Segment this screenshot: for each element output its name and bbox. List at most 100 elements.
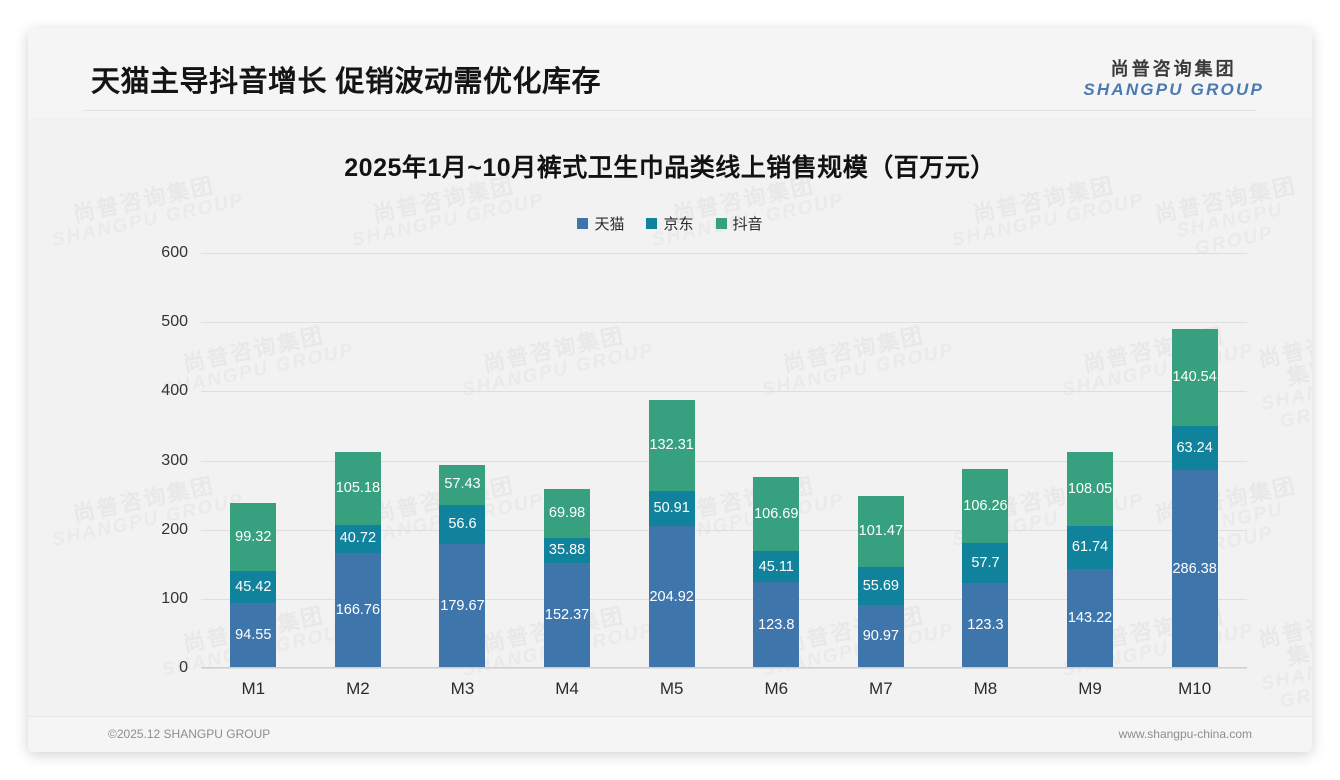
bar-group: 94.55 45.42 99.32 M1 166.76 40.72 105.18 M2 179.… bbox=[201, 253, 1247, 698]
footer-divider bbox=[28, 716, 1312, 717]
bar-column[interactable]: 286.38 63.24 140.54 M10 bbox=[1142, 253, 1247, 698]
bar-value-label: 35.88 bbox=[548, 541, 586, 558]
bar-stack: 204.92 50.91 132.31 bbox=[648, 399, 695, 668]
bar-segment-京东[interactable]: 57.7 bbox=[962, 542, 1009, 583]
bar-value-label: 69.98 bbox=[548, 505, 586, 522]
y-axis-tick-label: 600 bbox=[161, 244, 188, 261]
bar-column[interactable]: 204.92 50.91 132.31 M5 bbox=[619, 253, 724, 698]
bar-value-label: 204.92 bbox=[649, 588, 694, 605]
bar-segment-京东[interactable]: 45.42 bbox=[230, 571, 277, 603]
bar-segment-京东[interactable]: 56.6 bbox=[439, 504, 486, 544]
bar-segment-抖音[interactable]: 69.98 bbox=[544, 489, 591, 538]
bar-value-label: 50.91 bbox=[653, 500, 690, 517]
bar-value-label: 61.74 bbox=[1071, 539, 1109, 556]
legend-label: 抖音 bbox=[732, 216, 763, 233]
bar-stack: 179.67 56.6 57.43 bbox=[439, 464, 486, 668]
bar-value-label: 94.55 bbox=[235, 627, 272, 644]
bar-segment-京东[interactable]: 35.88 bbox=[544, 537, 591, 563]
gridline: 100 bbox=[161, 590, 1247, 607]
bar-segment-京东[interactable]: 61.74 bbox=[1067, 526, 1114, 569]
bar-stack: 94.55 45.42 99.32 bbox=[230, 502, 277, 668]
copyright-text: ©2025.12 SHANGPU GROUP bbox=[108, 727, 271, 741]
slide-canvas: 天猫主导抖音增长 促销波动需优化库存 尚普咨询集团 SHANGPU GROUP … bbox=[28, 28, 1312, 752]
watermark-chinese-text: 尚普咨询集团 bbox=[1256, 328, 1312, 391]
bar-segment-天猫[interactable]: 152.37 bbox=[544, 562, 591, 668]
bar-segment-京东[interactable]: 55.69 bbox=[857, 566, 904, 606]
bar-value-label: 132.31 bbox=[649, 437, 694, 454]
bar-segment-天猫[interactable]: 286.38 bbox=[1171, 469, 1218, 668]
bar-value-label: 57.43 bbox=[444, 476, 481, 493]
bar-value-label: 45.42 bbox=[235, 578, 272, 595]
x-axis-tick-label: M8 bbox=[973, 679, 998, 698]
bar-segment-天猫[interactable]: 90.97 bbox=[857, 605, 904, 668]
bar-segment-天猫[interactable]: 123.3 bbox=[962, 582, 1009, 668]
bar-segment-天猫[interactable]: 94.55 bbox=[230, 602, 277, 668]
bar-segment-抖音[interactable]: 99.32 bbox=[230, 502, 277, 572]
bar-segment-抖音[interactable]: 105.18 bbox=[334, 451, 381, 525]
bar-column[interactable]: 143.22 61.74 108.05 M9 bbox=[1038, 253, 1143, 698]
y-axis-tick-label: 200 bbox=[161, 520, 188, 538]
x-axis-tick-label: M2 bbox=[346, 679, 370, 698]
bar-segment-京东[interactable]: 63.24 bbox=[1171, 426, 1218, 470]
gridline: 0 bbox=[179, 659, 1247, 676]
bar-value-label: 57.7 bbox=[971, 554, 1000, 571]
bar-value-label: 123.3 bbox=[967, 617, 1004, 634]
bar-segment-抖音[interactable]: 57.43 bbox=[439, 464, 486, 505]
legend-swatch-icon bbox=[646, 218, 658, 229]
gridline: 200 bbox=[161, 521, 1247, 538]
bar-segment-抖音[interactable]: 106.69 bbox=[753, 477, 800, 552]
bar-stack: 143.22 61.74 108.05 bbox=[1067, 451, 1114, 668]
bar-column[interactable]: 152.37 35.88 69.98 M4 bbox=[515, 253, 620, 698]
bar-value-label: 152.37 bbox=[544, 607, 590, 624]
bar-segment-天猫[interactable]: 166.76 bbox=[334, 552, 381, 668]
y-axis-tick-label: 300 bbox=[161, 451, 188, 469]
gridline: 300 bbox=[161, 452, 1247, 469]
bar-segment-天猫[interactable]: 204.92 bbox=[648, 526, 695, 668]
bar-value-label: 63.24 bbox=[1176, 439, 1213, 456]
bar-segment-京东[interactable]: 45.11 bbox=[753, 551, 800, 583]
bar-value-label: 123.8 bbox=[758, 616, 795, 633]
legend-item-抖音[interactable]: 抖音 bbox=[715, 213, 763, 234]
x-axis-tick-label: M6 bbox=[764, 679, 789, 698]
chart-title: 2025年1月~10月裤式卫生巾品类线上销售规模（百万元） bbox=[344, 154, 996, 182]
bar-segment-天猫[interactable]: 179.67 bbox=[439, 543, 486, 668]
slide-footer: ©2025.12 SHANGPU GROUP www.shangpu-china… bbox=[28, 716, 1312, 752]
bar-column[interactable]: 123.3 57.7 106.26 M8 bbox=[933, 253, 1038, 698]
bar-value-label: 40.72 bbox=[339, 530, 377, 547]
bar-value-label: 56.6 bbox=[448, 515, 477, 532]
bar-value-label: 99.32 bbox=[235, 528, 272, 545]
bar-segment-抖音[interactable]: 132.31 bbox=[648, 399, 695, 492]
bar-stack: 286.38 63.24 140.54 bbox=[1171, 328, 1218, 668]
website-text[interactable]: www.shangpu-china.com bbox=[1118, 727, 1252, 741]
legend-item-天猫[interactable]: 天猫 bbox=[577, 213, 624, 234]
gridline: 600 bbox=[161, 244, 1247, 261]
x-axis-tick-label: M10 bbox=[1178, 679, 1212, 698]
bar-value-label: 140.54 bbox=[1172, 369, 1217, 386]
bar-segment-抖音[interactable]: 140.54 bbox=[1171, 328, 1218, 427]
bar-segment-抖音[interactable]: 108.05 bbox=[1067, 451, 1114, 527]
bar-column[interactable]: 166.76 40.72 105.18 M2 bbox=[306, 253, 411, 698]
chart-legend: 天猫 京东 抖音 bbox=[28, 213, 1312, 234]
bar-segment-京东[interactable]: 40.72 bbox=[334, 524, 381, 553]
bar-value-label: 286.38 bbox=[1172, 560, 1217, 577]
bar-stack: 166.76 40.72 105.18 bbox=[334, 451, 381, 668]
bar-segment-天猫[interactable]: 143.22 bbox=[1067, 568, 1114, 668]
bar-column[interactable]: 94.55 45.42 99.32 M1 bbox=[201, 253, 306, 698]
bar-column[interactable]: 123.8 45.11 106.69 M6 bbox=[724, 253, 829, 698]
chart-panel: 尚普咨询集团 SHANGPU GROUP 尚普咨询集团 SHANGPU GROUP 尚普… bbox=[28, 118, 1312, 716]
bar-value-label: 166.76 bbox=[335, 602, 381, 619]
legend-item-京东[interactable]: 京东 bbox=[646, 213, 694, 234]
gridline: 400 bbox=[161, 382, 1247, 399]
legend-swatch-icon bbox=[577, 218, 589, 229]
bar-segment-抖音[interactable]: 106.26 bbox=[962, 469, 1009, 543]
watermark-english-text: SHANGPU GROUP bbox=[1259, 371, 1312, 433]
bar-segment-京东[interactable]: 50.91 bbox=[648, 491, 695, 527]
logo-chinese-text: 尚普咨询集团 bbox=[1110, 59, 1237, 79]
bar-value-label: 143.22 bbox=[1067, 610, 1113, 627]
bar-column[interactable]: 90.97 55.69 101.47 M7 bbox=[829, 253, 934, 698]
bar-column[interactable]: 179.67 56.6 57.43 M3 bbox=[410, 253, 515, 698]
bar-segment-天猫[interactable]: 123.8 bbox=[753, 582, 800, 668]
bar-value-label: 101.47 bbox=[858, 523, 904, 540]
bar-segment-抖音[interactable]: 101.47 bbox=[857, 496, 904, 567]
gridline: 500 bbox=[161, 313, 1247, 330]
